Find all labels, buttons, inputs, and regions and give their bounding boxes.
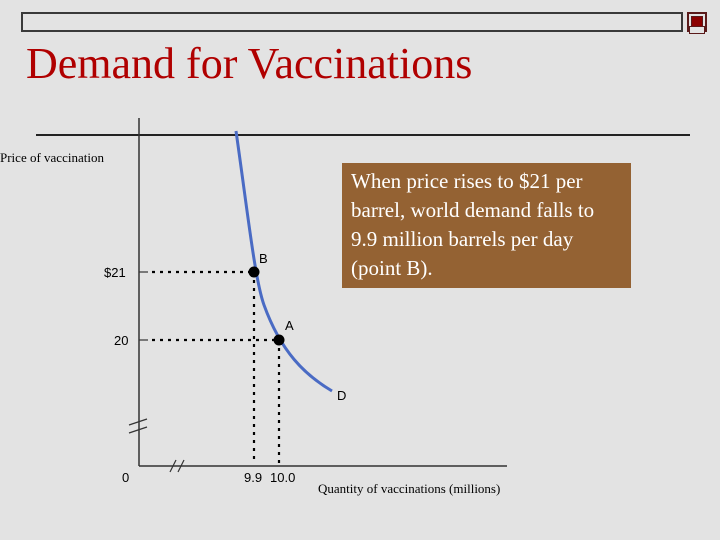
slide-title: Demand for Vaccinations	[26, 39, 473, 88]
x-tick-label-10-0: 10.0	[270, 470, 295, 485]
slide-corner-decoration-lower	[689, 26, 705, 34]
point-b	[248, 266, 260, 278]
demand-curve-d	[234, 130, 333, 393]
point-a-label: A	[285, 318, 294, 333]
x-axis-break	[169, 459, 185, 473]
point-b-label: B	[259, 251, 268, 266]
y-axis-break	[128, 418, 148, 434]
slide-top-bar	[21, 12, 683, 32]
callout-box: When price rises to $21 per barrel, worl…	[342, 163, 631, 288]
x-tick-label-0: 0	[122, 470, 129, 485]
y-axis-label: Price of vaccination	[0, 150, 104, 165]
y-tick-label-21: $21	[104, 265, 126, 280]
curve-d-label: D	[337, 388, 346, 403]
x-tick-label-9-9: 9.9	[244, 470, 262, 485]
title-rule	[36, 134, 690, 136]
y-tick-label-20: 20	[114, 333, 128, 348]
point-a	[273, 334, 285, 346]
x-axis-label: Quantity of vaccinations (millions)	[318, 481, 501, 496]
